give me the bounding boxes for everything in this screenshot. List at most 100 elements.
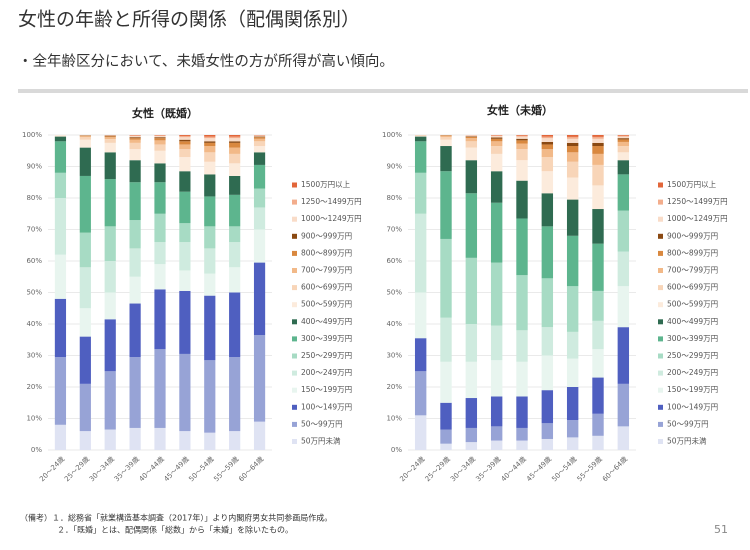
legend-swatch bbox=[658, 404, 663, 410]
bar-segment bbox=[541, 423, 554, 439]
legend-swatch bbox=[292, 421, 297, 427]
bar-segment bbox=[617, 139, 630, 142]
bar-segment bbox=[79, 147, 91, 176]
bar-segment bbox=[516, 275, 528, 331]
bar-segment bbox=[414, 371, 427, 416]
bar-segment bbox=[179, 290, 191, 354]
y-tick-label: 10% bbox=[26, 415, 42, 423]
page-number: 51 bbox=[714, 523, 728, 536]
bar-segment bbox=[490, 262, 503, 326]
bar-segment bbox=[179, 135, 191, 138]
bar-segment bbox=[253, 137, 266, 139]
bar-segment bbox=[229, 357, 241, 432]
note: ２．「既婚」とは、配偶関係「総数」から「未婚」を除いたもの。 bbox=[57, 525, 293, 535]
legend-label: 200～249万円 bbox=[667, 368, 718, 377]
legend-swatch bbox=[292, 216, 297, 222]
y-tick-label: 50% bbox=[386, 289, 402, 297]
legend-swatch bbox=[292, 199, 297, 205]
bar-segment bbox=[179, 191, 191, 224]
bar-segment bbox=[229, 147, 241, 154]
y-tick-label: 0% bbox=[391, 446, 402, 454]
bar-segment bbox=[592, 164, 604, 186]
bar-segment bbox=[154, 289, 166, 350]
bar-segment bbox=[253, 136, 266, 138]
legend-label: 50万円未満 bbox=[301, 436, 341, 446]
bar-segment bbox=[54, 298, 67, 358]
bar-segment bbox=[566, 286, 579, 332]
bar-segment bbox=[541, 390, 554, 424]
bar-segment bbox=[566, 138, 579, 143]
bar-segment bbox=[204, 161, 216, 175]
bar-segment bbox=[253, 138, 266, 142]
bar-segment bbox=[566, 177, 579, 200]
bar-segment bbox=[566, 142, 579, 147]
divider bbox=[18, 89, 748, 93]
legend-label: 1000～1249万円 bbox=[301, 214, 362, 223]
bar-segment bbox=[592, 153, 604, 165]
bar-segment bbox=[617, 135, 630, 137]
bar-segment bbox=[440, 139, 452, 147]
legend-swatch bbox=[658, 319, 663, 325]
bar-segment bbox=[414, 136, 427, 142]
y-tick-label: 30% bbox=[386, 352, 402, 360]
bar-segment bbox=[253, 262, 266, 336]
bar-segment bbox=[465, 324, 478, 362]
legend-label: 100～149万円 bbox=[667, 402, 718, 411]
chart-title: 女性（既婚） bbox=[132, 106, 198, 120]
y-tick-label: 70% bbox=[386, 226, 402, 234]
bar-segment bbox=[79, 267, 91, 309]
bar-segment bbox=[104, 226, 116, 261]
bar-segment bbox=[179, 157, 191, 172]
legend-label: 100～149万円 bbox=[301, 402, 352, 411]
bar-segment bbox=[204, 174, 216, 197]
bar-segment bbox=[490, 426, 503, 441]
bar-segment bbox=[104, 261, 116, 293]
bar-segment bbox=[253, 335, 266, 422]
bar-segment bbox=[129, 182, 141, 221]
bar-segment bbox=[592, 136, 604, 139]
legend-swatch bbox=[292, 439, 297, 444]
bar-segment bbox=[54, 136, 67, 142]
bar-segment bbox=[253, 421, 266, 450]
bar-segment bbox=[541, 327, 554, 356]
y-tick-label: 60% bbox=[386, 257, 402, 265]
bar-segment bbox=[104, 142, 116, 153]
bar-segment bbox=[592, 349, 604, 378]
bar-segment bbox=[204, 142, 216, 147]
legend-swatch bbox=[658, 387, 663, 393]
legend-swatch bbox=[658, 439, 663, 444]
bar-segment bbox=[129, 160, 141, 183]
bar-segment bbox=[516, 427, 528, 441]
bar-segment bbox=[465, 193, 478, 258]
bar-segment bbox=[414, 338, 427, 372]
bar-segment bbox=[566, 387, 579, 421]
y-tick-label: 90% bbox=[26, 163, 42, 171]
bar-segment bbox=[179, 144, 191, 150]
bar-segment bbox=[154, 135, 166, 138]
legend-swatch bbox=[292, 233, 297, 239]
bar-segment bbox=[129, 248, 141, 277]
bar-segment bbox=[204, 360, 216, 433]
bar-segment bbox=[154, 137, 166, 139]
bar-segment bbox=[541, 171, 554, 194]
bar-segment bbox=[129, 303, 141, 358]
bar-segment bbox=[617, 135, 630, 136]
bar-segment bbox=[129, 137, 141, 139]
bar-segment bbox=[465, 147, 478, 161]
bar-segment bbox=[617, 146, 630, 153]
legend-label: 1250～1499万円 bbox=[301, 197, 362, 206]
bar-segment bbox=[490, 171, 503, 203]
legend-swatch bbox=[658, 421, 663, 427]
bar-segment bbox=[104, 135, 116, 137]
bar-segment bbox=[617, 327, 630, 384]
bar-segment bbox=[541, 141, 554, 145]
bar-segment bbox=[154, 242, 166, 265]
bar-segment bbox=[154, 138, 166, 141]
bar-segment bbox=[490, 325, 503, 361]
bar-segment bbox=[154, 135, 166, 136]
legend-swatch bbox=[658, 336, 663, 342]
bar-segment bbox=[617, 141, 630, 147]
bar-segment bbox=[179, 149, 191, 158]
bar-segment bbox=[204, 152, 216, 162]
bar-segment bbox=[541, 193, 554, 227]
